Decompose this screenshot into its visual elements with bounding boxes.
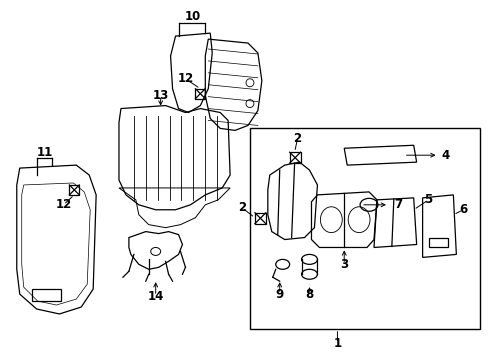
Text: 6: 6 — [458, 203, 467, 216]
Text: 4: 4 — [440, 149, 448, 162]
Bar — [427, 238, 447, 247]
Bar — [254, 213, 265, 224]
Text: 7: 7 — [394, 198, 402, 211]
Text: 1: 1 — [333, 337, 341, 350]
Text: 3: 3 — [340, 258, 347, 271]
Text: 9: 9 — [275, 288, 283, 301]
Text: 8: 8 — [305, 288, 313, 301]
Text: 2: 2 — [293, 132, 301, 145]
Text: 12: 12 — [55, 198, 71, 211]
Bar — [249, 129, 479, 329]
Text: 14: 14 — [147, 289, 163, 303]
Bar — [289, 152, 300, 163]
Text: 5: 5 — [424, 193, 432, 206]
Text: 10: 10 — [184, 10, 200, 23]
Text: 12: 12 — [177, 72, 193, 85]
Bar — [32, 289, 61, 301]
Bar — [69, 185, 79, 195]
Text: 2: 2 — [238, 201, 245, 214]
Text: 11: 11 — [36, 146, 53, 159]
Text: 13: 13 — [152, 89, 168, 102]
Bar — [195, 89, 205, 99]
